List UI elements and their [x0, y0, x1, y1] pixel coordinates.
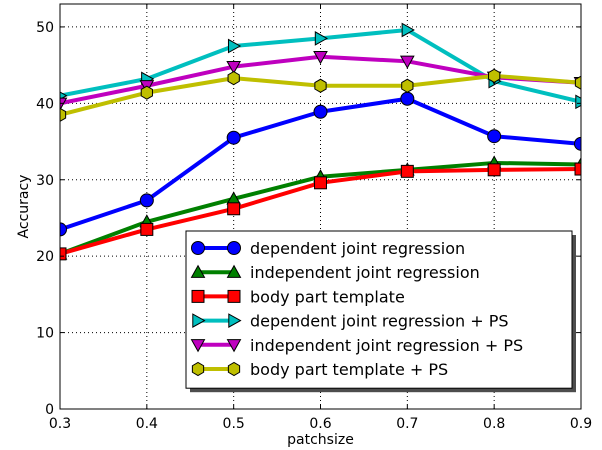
y-tick-label: 40: [36, 96, 54, 112]
axis-ticks: 0.3 0.4 0.5 0.6 0.7 0.8 0.9 0 10 20 30 40 50: [36, 4, 592, 432]
legend-marker: [191, 241, 205, 255]
data-point: [314, 31, 329, 46]
x-tick-label: 0.5: [223, 416, 245, 432]
data-point: [574, 75, 581, 90]
legend-marker: [192, 313, 206, 328]
data-point: [60, 97, 68, 111]
data-point: [314, 176, 327, 190]
legend-marker: [227, 241, 241, 255]
legend-marker: [227, 289, 241, 303]
data-point: [400, 164, 414, 178]
y-tick-label: 0: [45, 402, 54, 418]
data-point: [313, 51, 328, 65]
data-point: [227, 202, 241, 216]
data-point: [314, 78, 327, 93]
data-point: [487, 163, 501, 177]
y-tick-label: 10: [36, 326, 54, 342]
data-point: [60, 222, 67, 237]
x-tick-label: 0.4: [136, 416, 158, 432]
series-2: [60, 162, 581, 261]
data-point: [313, 104, 328, 119]
legend-label: independent joint regression + PS: [250, 336, 523, 355]
data-point: [488, 68, 501, 83]
y-tick-label: 20: [36, 249, 54, 265]
legend-marker: [191, 289, 205, 303]
data-point: [140, 222, 154, 236]
legend-item: dependent joint regression: [191, 239, 465, 258]
legend-label: dependent joint regression: [250, 239, 465, 258]
plot-series: [60, 22, 581, 261]
legend-label: dependent joint regression + PS: [250, 312, 509, 331]
legend-item: independent joint regression: [190, 263, 480, 282]
legend-marker: [228, 313, 242, 328]
data-point: [60, 107, 67, 122]
data-point: [399, 55, 415, 69]
y-tick-label: 30: [36, 173, 54, 189]
legend-label: body part template: [250, 287, 405, 306]
x-tick-label: 0.8: [483, 416, 505, 432]
data-point: [226, 130, 241, 145]
legend-item: dependent joint regression + PS: [192, 312, 509, 331]
data-point: [401, 78, 414, 93]
x-tick-label: 0.6: [309, 416, 331, 432]
data-point: [139, 193, 154, 208]
data-point: [487, 129, 502, 144]
x-axis-label: patchsize: [287, 432, 354, 448]
legend-marker: [190, 339, 206, 353]
x-tick-label: 0.7: [396, 416, 418, 432]
series-0: [60, 91, 581, 237]
y-tick-label: 50: [36, 20, 54, 36]
legend-item: independent joint regression + PS: [190, 336, 523, 355]
y-axis-label: Accuracy: [16, 175, 32, 239]
data-point: [226, 60, 242, 75]
data-point: [575, 94, 581, 110]
data-point: [227, 38, 242, 54]
data-point: [140, 85, 153, 100]
data-point: [227, 71, 240, 86]
legend-label: body part template + PS: [250, 360, 448, 379]
legend-marker: [227, 361, 241, 377]
legend-marker: [190, 264, 206, 278]
data-point: [400, 91, 415, 106]
legend-item: body part template + PS: [191, 360, 448, 379]
legend-marker: [191, 361, 205, 377]
data-point: [574, 136, 581, 151]
legend-item: body part template: [191, 287, 405, 306]
series-5: [60, 68, 581, 122]
x-tick-label: 0.3: [49, 416, 71, 432]
legend: dependent joint regression independent jo…: [185, 230, 576, 393]
x-tick-label: 0.9: [570, 416, 592, 432]
data-point: [401, 22, 415, 38]
legend-label: independent joint regression: [250, 263, 480, 282]
legend-marker: [226, 264, 242, 278]
legend-marker: [226, 339, 242, 353]
data-point: [574, 162, 581, 176]
legend-box: [185, 230, 573, 389]
